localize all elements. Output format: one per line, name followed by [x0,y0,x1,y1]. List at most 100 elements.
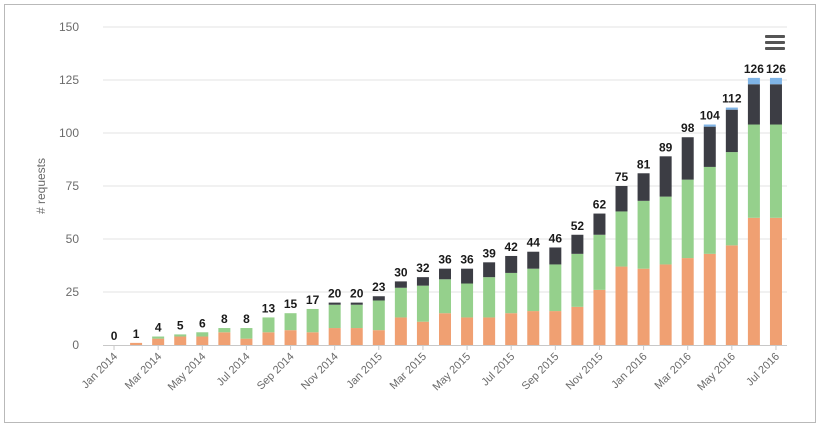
bar-segment [549,247,562,265]
y-tick-label: 0 [72,338,79,352]
y-tick-label: 75 [66,179,80,193]
bar-segment [703,124,716,127]
x-tick-label: Jul 2014 [215,351,253,389]
x-tick-label: Mar 2015 [388,351,429,392]
x-tick-label: Jan 2016 [609,351,649,391]
y-tick-label: 150 [59,20,79,34]
x-tick-label: May 2014 [166,351,209,394]
bar-total-label: 4 [155,321,162,335]
bar-total-label: 5 [177,318,184,332]
bar-segment [593,289,606,345]
grid-lines [103,26,787,293]
bar-total-label: 75 [615,170,629,184]
bar-segment [659,156,672,197]
bar-segment [483,317,496,345]
bar-segment [152,338,165,345]
bar-segment [394,287,407,318]
x-tick-label: Jul 2015 [479,351,517,389]
bar-segment [372,300,385,331]
y-tick-label: 125 [59,73,79,87]
bar-segment [394,317,407,345]
bar-total-label: 52 [571,219,585,233]
bar-total-label: 32 [416,261,430,275]
bar-total-label: 98 [681,121,695,135]
bar-total-label: 20 [350,287,364,301]
bar-segment [218,328,231,333]
bar-segment [659,264,672,345]
bar-segment [262,317,275,333]
bar-segment [769,84,782,125]
bar-segment [284,330,297,345]
bar-total-label: 89 [659,140,673,154]
bar-segment [328,328,341,345]
bar-total-label: 39 [482,246,496,260]
bar-segment [769,124,782,218]
bar-segment [262,332,275,345]
bar-segment [725,152,738,246]
bar-total-label: 1 [133,327,140,341]
bar-segment [593,213,606,235]
bar-segment [769,217,782,345]
bar-total-label: 30 [394,265,408,279]
bar-segment [196,336,209,345]
bar-segment [439,279,451,314]
bar-segment [527,268,540,312]
bar-segment [725,107,738,110]
bar-segment [747,77,760,85]
bar-segment [350,328,363,345]
bar-segment [483,277,496,318]
bar-segment [240,338,253,345]
bar-segment [549,311,562,345]
bar-total-label: 23 [372,280,386,294]
bar-total-label: 36 [460,253,474,267]
x-tick-label: Mar 2016 [652,351,693,392]
bar-total-label: 6 [199,316,206,330]
bar-total-label: 0 [111,329,118,343]
bar-segment [439,313,451,345]
x-tick-label: Jul 2016 [744,351,782,389]
bar-segment [483,262,496,278]
x-tick-label: May 2015 [431,351,474,394]
y-tick-label: 100 [59,126,79,140]
data-labels: 0 1 4 5 6 8 8 13 15 17 20 20 23 30 32 36 36 39 42 44 46 52 62 7… [111,62,787,343]
bar-total-label: 46 [549,231,563,245]
bar-segment [747,124,760,218]
x-tick-label: Mar 2014 [123,351,164,392]
bar-total-label: 112 [722,92,742,106]
y-axis-label: # requests [34,158,48,214]
bar-segment [659,196,672,265]
bar-segment [306,308,319,333]
bar-segment [725,109,738,153]
x-tick-label: Sep 2014 [255,351,297,393]
bar-total-label: 44 [527,236,541,250]
stacked-bar-chart: 0 25 50 75 100 125 150 0 1 4 5 6 8 8 13 15 17 20 20 23 30 32… [34,20,787,394]
x-tick-label: Nov 2014 [299,351,341,393]
bar-segment [527,251,540,269]
x-tick-label: Sep 2015 [520,351,562,393]
bar-segment [505,255,518,273]
bar-segment [615,186,628,212]
bar-segment [372,296,385,301]
bar-segment [461,268,474,284]
bar-segment [416,277,429,286]
bar-segment [130,342,143,345]
bar-segment [725,245,738,345]
bar-segment [505,313,518,345]
x-tick-label: Nov 2015 [564,351,606,393]
bar-total-label: 126 [766,62,786,76]
bar-segment [328,302,341,305]
bar-segment [571,306,584,345]
hamburger-menu-icon[interactable] [765,35,785,53]
bar-segment [174,334,187,337]
bar-total-label: 15 [284,297,298,311]
bar-total-label: 81 [637,157,651,171]
bar-segment [615,211,628,267]
bar-segment [394,281,407,288]
bar-segment [681,179,694,259]
bar-total-label: 62 [593,198,607,212]
bar-segment [350,304,363,329]
bar-segment [703,126,716,167]
bar-segment [218,332,231,345]
bar-segment [703,253,716,345]
bar-total-label: 13 [262,301,276,315]
